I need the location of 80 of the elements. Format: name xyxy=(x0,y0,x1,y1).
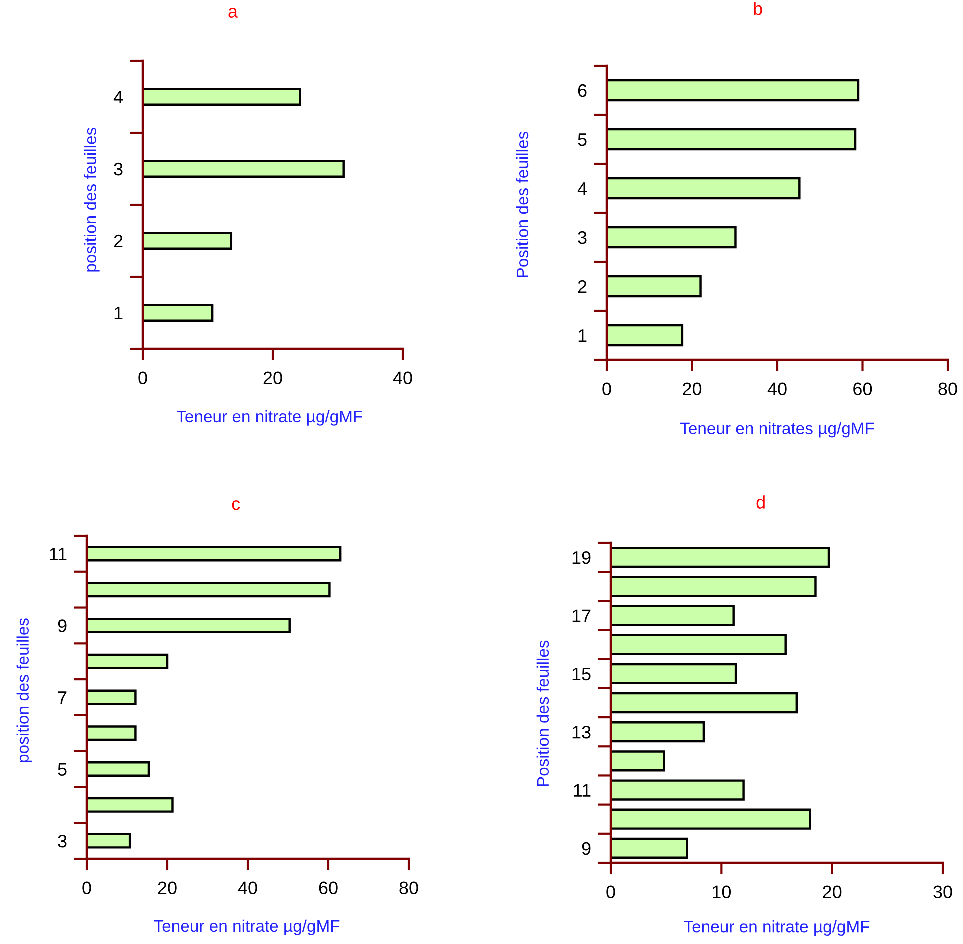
y-tick-label: 2 xyxy=(114,234,123,248)
bar xyxy=(611,838,688,860)
y-tick-label: 4 xyxy=(578,182,588,196)
bar xyxy=(611,546,830,568)
chart-title: d xyxy=(756,496,765,509)
x-tick-label: 0 xyxy=(138,372,148,384)
y-tick-label: 17 xyxy=(572,610,591,622)
bar xyxy=(607,324,684,347)
bar xyxy=(143,304,214,322)
bar xyxy=(143,88,302,106)
bar xyxy=(611,605,735,626)
bar xyxy=(611,576,817,598)
bar xyxy=(611,692,798,714)
y-tick-label: 6 xyxy=(578,84,587,98)
x-axis-title: Teneur en nitrates µg/gMF xyxy=(680,422,874,438)
bar xyxy=(87,833,132,849)
y-tick-label: 13 xyxy=(572,726,591,739)
y-tick-label: 1 xyxy=(578,330,587,342)
x-tick-label: 60 xyxy=(319,882,338,894)
chart-title: c xyxy=(232,500,240,510)
x-tick-label: 80 xyxy=(400,882,418,894)
x-axis-title: Teneur en nitrate µg/gMF xyxy=(154,920,340,936)
bar xyxy=(143,160,345,178)
y-tick-label: 4 xyxy=(114,91,124,104)
y-tick-label: 9 xyxy=(582,842,591,856)
bar xyxy=(611,663,738,684)
x-tick-label: 40 xyxy=(393,372,412,384)
x-tick-label: 40 xyxy=(238,882,258,894)
y-axis-title: position des feuilles xyxy=(16,618,32,762)
y-tick-label: 7 xyxy=(58,692,67,704)
y-tick-label: 15 xyxy=(572,668,591,681)
bar xyxy=(611,780,745,801)
y-axis-title: position des feuilles xyxy=(84,128,100,272)
bar xyxy=(607,226,737,249)
y-tick-label: 11 xyxy=(50,548,67,560)
x-axis-title: Teneur en nitrate µg/gMF xyxy=(684,920,870,936)
y-tick-label: 3 xyxy=(578,231,587,244)
x-tick-label: 80 xyxy=(938,382,958,396)
bar xyxy=(87,618,291,634)
bar xyxy=(607,128,857,151)
bar xyxy=(611,750,666,772)
x-tick-label: 0 xyxy=(606,886,616,898)
bar xyxy=(607,79,860,102)
x-tick-label: 0 xyxy=(602,382,612,396)
x-tick-label: 10 xyxy=(713,886,732,898)
y-axis-title: Position des feuilles xyxy=(516,132,529,278)
chart-title: a xyxy=(228,8,238,18)
x-tick-label: 20 xyxy=(264,372,282,384)
x-tick-label: 30 xyxy=(934,886,952,898)
y-tick-label: 19 xyxy=(572,551,591,564)
bar xyxy=(611,634,787,656)
y-tick-label: 5 xyxy=(578,134,587,146)
chart-title: b xyxy=(754,2,762,16)
x-tick-label: 40 xyxy=(768,382,787,396)
bar xyxy=(607,275,702,298)
bar xyxy=(611,808,812,830)
x-axis-title: Teneur en nitrate µg/gMF xyxy=(176,410,362,426)
bar xyxy=(87,690,137,706)
y-tick-label: 2 xyxy=(578,280,587,294)
bar xyxy=(87,582,331,598)
bar xyxy=(87,654,169,670)
y-tick-label: 1 xyxy=(114,307,123,320)
bar xyxy=(87,726,137,742)
bar xyxy=(87,546,342,562)
x-tick-label: 20 xyxy=(158,882,177,894)
y-tick-label: 5 xyxy=(58,763,67,776)
x-tick-label: 20 xyxy=(683,382,702,396)
bar xyxy=(611,722,706,743)
x-tick-label: 20 xyxy=(823,886,842,898)
bar xyxy=(607,177,801,200)
bar xyxy=(87,762,150,778)
x-tick-label: 60 xyxy=(854,382,872,396)
y-tick-label: 11 xyxy=(574,784,591,797)
y-tick-label: 3 xyxy=(58,834,67,848)
y-axis-title: Position des feuilles xyxy=(536,640,550,786)
y-tick-label: 9 xyxy=(58,620,67,632)
bar xyxy=(143,232,233,250)
y-tick-label: 3 xyxy=(114,162,123,176)
x-tick-label: 0 xyxy=(82,882,92,894)
bar xyxy=(87,797,174,813)
